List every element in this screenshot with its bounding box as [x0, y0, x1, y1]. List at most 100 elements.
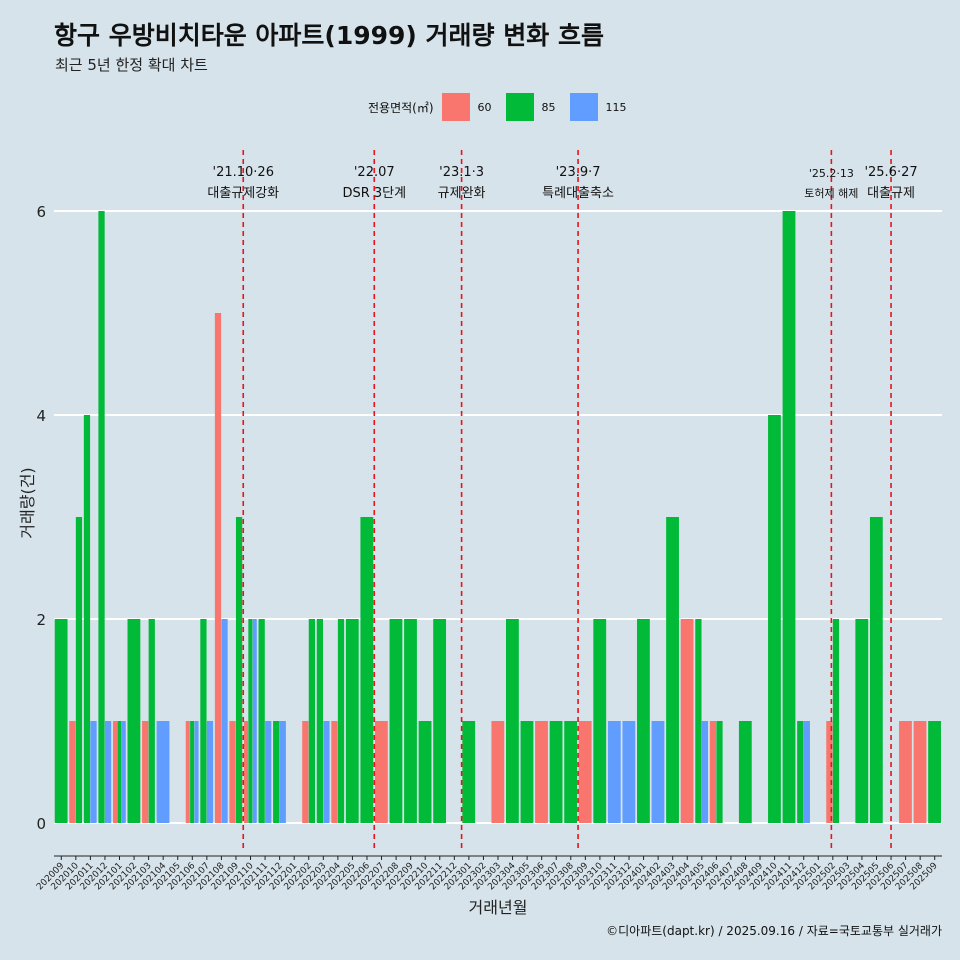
bar-85-202509 [928, 721, 941, 823]
event-markers: '21.10·26 대출규제강화 '22.07 DSR 3단계 '23.1·3 규제완화 '… [207, 150, 918, 852]
legend-swatch-115 [569, 93, 598, 121]
bar-115-202106 [194, 721, 199, 823]
event-date-label: '25.6·27 [864, 165, 917, 180]
bar-60-202306 [535, 721, 548, 823]
bar-85-202408 [738, 721, 752, 823]
bar-85-202412 [797, 721, 804, 823]
bar-85-202203 [316, 619, 324, 823]
legend-item-60: 60 [441, 93, 500, 121]
bar-85-202009 [54, 619, 68, 823]
bar-85-202403 [666, 517, 679, 823]
bar-115-202012 [104, 721, 112, 823]
bar-85-202103 [148, 619, 155, 823]
bar-85-202401 [637, 619, 650, 823]
event-date-label: '21.10·26 [213, 165, 274, 180]
bar-85-202101 [117, 721, 122, 823]
bar-115-202412 [803, 721, 810, 823]
event-name-label: 규제완화 [438, 186, 486, 201]
bar-85-202109 [235, 517, 243, 823]
source-caption: ©디아파트(dapt.kr) / 2025.09.16 / 자료=국토교통부 실… [606, 924, 942, 938]
bar-85-202406 [716, 721, 723, 823]
legend-title: 전용면적(㎡) [368, 100, 434, 115]
bar-60-202502 [826, 721, 833, 823]
event-name-label: DSR 3단계 [342, 186, 406, 201]
bar-115-202203 [323, 721, 330, 823]
bar-60-202101 [112, 721, 118, 823]
y-tick-label: 6 [36, 203, 46, 221]
y-axis-title: 거래량(건) [18, 467, 37, 538]
event-name-label: 특례대출축소 [542, 186, 614, 201]
legend-label-60: 60 [477, 100, 492, 114]
bar-115-202311 [607, 721, 621, 823]
bar-85-202410 [768, 415, 781, 823]
event-date-label: '22.07 [354, 165, 395, 180]
x-axis-title: 거래년월 [469, 898, 528, 917]
bar-60-202103 [142, 721, 149, 823]
bar-60-202303 [491, 721, 505, 823]
bar-85-202310 [593, 619, 607, 823]
bar-85-202307 [549, 721, 563, 823]
bar-60-202106 [185, 721, 190, 823]
bar-85-202110 [248, 619, 253, 823]
legend-item-85: 85 [505, 93, 564, 121]
bar-85-202405 [695, 619, 702, 823]
legend-swatch-60 [441, 93, 470, 121]
bar-60-202010 [69, 721, 76, 823]
bar-115-202402 [651, 721, 665, 823]
bar-85-202204 [337, 619, 345, 823]
bar-85-202205 [345, 619, 359, 823]
bar-85-202206 [360, 517, 374, 823]
bar-60-202109 [229, 721, 236, 823]
legend: 전용면적(㎡) 60 85 115 [368, 93, 634, 121]
bar-60-202110 [243, 721, 249, 823]
bar-60-202309 [578, 721, 592, 823]
bar-115-202312 [622, 721, 636, 823]
bar-85-202411 [782, 211, 796, 823]
bar-60-202507 [899, 721, 912, 823]
bar-85-202301 [462, 721, 476, 823]
bar-60-202202 [302, 721, 309, 823]
legend-item-115: 115 [569, 93, 628, 121]
bar-85-202502 [832, 619, 840, 823]
bar-85-202208 [389, 619, 403, 823]
bar-85-202202 [308, 619, 316, 823]
bar-115-202108 [221, 619, 228, 823]
legend-label-115: 115 [605, 100, 627, 114]
bar-85-202210 [418, 721, 432, 823]
bar-60-202207 [374, 721, 388, 823]
chart-subtitle: 최근 5년 한정 확대 차트 [55, 56, 208, 74]
legend-swatch-85 [505, 93, 534, 121]
bar-115-202112 [279, 721, 286, 823]
bar-115-202011 [90, 721, 97, 823]
y-tick-label: 4 [36, 407, 46, 425]
bar-60-202204 [331, 721, 338, 823]
bar-85-202211 [433, 619, 447, 823]
bar-115-202104 [156, 721, 170, 823]
bar-85-202308 [564, 721, 578, 823]
bar-60-202406 [709, 721, 717, 823]
bar-115-202101 [121, 721, 126, 823]
bar-60-202508 [913, 721, 927, 823]
bar-60-202404 [680, 619, 694, 823]
bar-85-202505 [869, 517, 883, 823]
legend-label-85: 85 [541, 100, 556, 114]
bar-85-202102 [127, 619, 141, 823]
bar-85-202012 [98, 211, 105, 823]
bar-85-202010 [75, 517, 83, 823]
event-name-label: 토허제 해제 [804, 186, 858, 200]
bar-85-202112 [273, 721, 280, 823]
bar-85-202107 [200, 619, 207, 823]
bars [54, 211, 941, 823]
bar-85-202111 [258, 619, 265, 823]
chart-title: 항구 우방비치타운 아파트(1999) 거래량 변화 흐름 [54, 21, 604, 50]
bar-60-202108 [214, 313, 222, 823]
bar-85-202305 [520, 721, 534, 823]
y-tick-label: 0 [36, 815, 46, 833]
event-name-label: 대출규제강화 [207, 186, 279, 201]
bar-115-202405 [701, 721, 709, 823]
bar-85-202304 [506, 619, 519, 823]
event-date-label: '23.1·3 [439, 165, 484, 180]
bar-85-202106 [190, 721, 195, 823]
bar-115-202107 [206, 721, 214, 823]
